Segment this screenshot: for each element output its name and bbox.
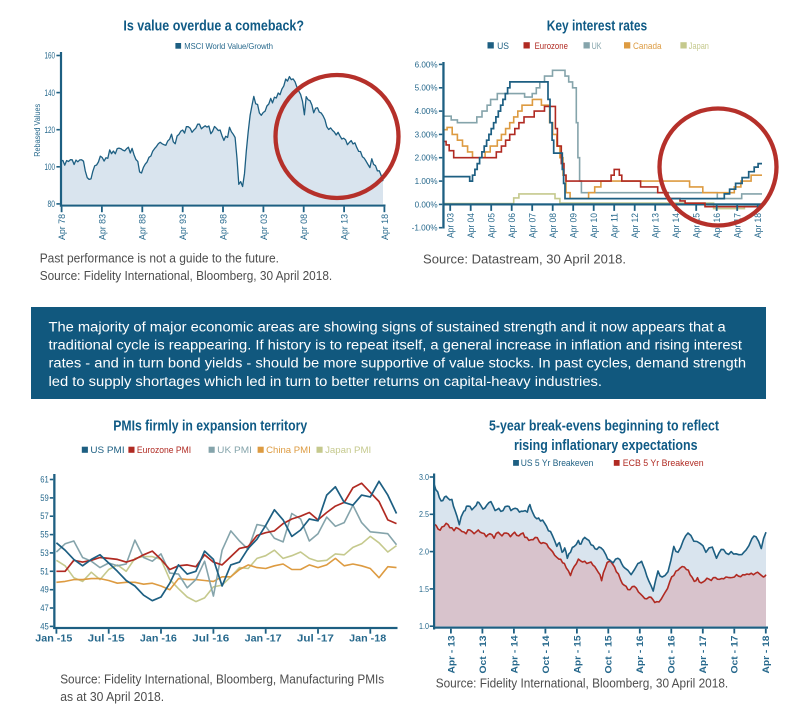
svg-text:Apr 06: Apr 06 <box>507 213 517 238</box>
svg-text:Apr 15: Apr 15 <box>691 213 701 238</box>
svg-text:Oct - 17: Oct - 17 <box>730 636 741 674</box>
svg-text:2.00%: 2.00% <box>415 153 439 163</box>
svg-text:4.00%: 4.00% <box>415 106 439 116</box>
svg-text:Apr 88: Apr 88 <box>138 214 148 240</box>
svg-text:80: 80 <box>48 199 56 209</box>
svg-text:UK PMI: UK PMI <box>217 445 252 456</box>
svg-text:Apr 12: Apr 12 <box>630 213 640 238</box>
svg-text:US: US <box>497 41 509 52</box>
svg-text:Apr 14: Apr 14 <box>671 213 681 238</box>
svg-text:-1.00%: -1.00% <box>412 223 439 233</box>
svg-text:traditional cycle is reappeari: traditional cycle is reappearing. If his… <box>49 338 743 354</box>
svg-text:PMIs firmly in expansion terri: PMIs firmly in expansion territory <box>113 419 307 435</box>
svg-text:Apr 98: Apr 98 <box>218 214 228 240</box>
svg-text:3.0: 3.0 <box>419 472 429 482</box>
svg-text:53: 53 <box>40 548 49 558</box>
svg-text:Jan -16: Jan -16 <box>140 634 177 645</box>
svg-text:Apr 18: Apr 18 <box>753 213 763 238</box>
svg-text:Is value overdue a comeback?: Is value overdue a comeback? <box>123 19 304 35</box>
svg-text:ECB 5 Yr Breakeven: ECB 5 Yr Breakeven <box>623 458 704 469</box>
svg-text:MSCI World Value/Growth: MSCI World Value/Growth <box>184 41 273 51</box>
svg-text:2.5: 2.5 <box>419 509 429 519</box>
svg-text:as at 30 April 2018.: as at 30 April 2018. <box>60 689 164 704</box>
svg-text:Apr 04: Apr 04 <box>466 213 476 238</box>
svg-text:Source: Fidelity International: Source: Fidelity International, Bloomber… <box>60 672 384 687</box>
svg-text:2.0: 2.0 <box>419 547 429 557</box>
svg-text:5.00%: 5.00% <box>415 83 439 93</box>
svg-text:120: 120 <box>45 125 56 135</box>
svg-text:led to supply shortages which: led to supply shortages which led in tur… <box>49 374 603 390</box>
svg-text:160: 160 <box>45 51 56 61</box>
svg-text:Apr 13: Apr 13 <box>650 213 660 238</box>
svg-text:Source: Fidelity International: Source: Fidelity International, Bloomber… <box>40 268 333 283</box>
svg-text:Apr 17: Apr 17 <box>732 213 742 238</box>
svg-text:0.00%: 0.00% <box>415 199 439 209</box>
svg-text:1.0: 1.0 <box>419 621 429 631</box>
svg-text:Apr 07: Apr 07 <box>527 213 537 238</box>
svg-text:Apr 11: Apr 11 <box>609 213 619 238</box>
svg-text:55: 55 <box>40 530 49 540</box>
svg-text:Japan: Japan <box>689 41 709 52</box>
svg-text:61: 61 <box>40 475 49 485</box>
svg-text:Apr - 15: Apr - 15 <box>572 635 583 674</box>
svg-text:UK: UK <box>592 41 602 52</box>
svg-text:Jan -18: Jan -18 <box>349 634 386 645</box>
svg-text:Apr - 16: Apr - 16 <box>635 636 646 674</box>
svg-text:Apr 13: Apr 13 <box>339 214 349 240</box>
svg-text:Apr 05: Apr 05 <box>486 213 496 238</box>
svg-text:5-year break-evens beginning t: 5-year break-evens beginning to reflect <box>489 419 719 435</box>
svg-text:Eurozone: Eurozone <box>535 41 568 52</box>
svg-text:Apr 03: Apr 03 <box>259 214 269 240</box>
svg-text:Jul -15: Jul -15 <box>88 634 126 645</box>
svg-text:Japan PMI: Japan PMI <box>325 445 371 456</box>
svg-text:US 5 Yr Breakeven: US 5 Yr Breakeven <box>521 458 594 469</box>
svg-text:47: 47 <box>40 603 49 613</box>
svg-text:US PMI: US PMI <box>90 445 124 456</box>
svg-text:Apr 10: Apr 10 <box>589 213 599 238</box>
svg-text:6.00%: 6.00% <box>415 59 439 69</box>
svg-text:140: 140 <box>45 88 56 98</box>
svg-text:Eurozone PMI: Eurozone PMI <box>137 445 191 456</box>
svg-text:Apr 08: Apr 08 <box>548 213 558 238</box>
svg-text:Oct - 16: Oct - 16 <box>667 636 678 674</box>
svg-text:3.00%: 3.00% <box>415 129 439 139</box>
svg-text:Apr 93: Apr 93 <box>178 214 188 240</box>
svg-text:1.00%: 1.00% <box>415 176 439 186</box>
svg-text:49: 49 <box>40 585 49 595</box>
svg-text:Oct - 14: Oct - 14 <box>541 635 552 674</box>
svg-text:1.5: 1.5 <box>419 584 429 594</box>
svg-text:Apr 08: Apr 08 <box>299 214 309 240</box>
svg-text:Apr - 18: Apr - 18 <box>761 636 772 674</box>
svg-text:59: 59 <box>40 493 49 503</box>
svg-text:Jul -16: Jul -16 <box>192 634 230 645</box>
svg-text:Rebased Values: Rebased Values <box>33 104 42 157</box>
svg-text:Source: Datastream, 30 April 2: Source: Datastream, 30 April 2018. <box>423 252 626 267</box>
svg-text:rates - and in turn bond yield: rates - and in turn bond yields - should… <box>49 356 747 372</box>
svg-text:57: 57 <box>40 511 49 521</box>
svg-text:Apr - 14: Apr - 14 <box>509 635 520 674</box>
svg-text:45: 45 <box>40 621 49 631</box>
svg-text:Apr 03: Apr 03 <box>445 213 455 238</box>
svg-text:51: 51 <box>40 566 49 576</box>
svg-text:Apr - 13: Apr - 13 <box>446 636 457 674</box>
svg-text:The majority of major economic: The majority of major economic areas are… <box>49 319 726 335</box>
svg-text:China PMI: China PMI <box>266 445 311 456</box>
svg-text:Key interest rates: Key interest rates <box>547 19 648 35</box>
svg-text:Oct - 15: Oct - 15 <box>604 635 615 674</box>
svg-text:Apr 09: Apr 09 <box>568 213 578 238</box>
svg-text:Oct - 13: Oct - 13 <box>478 636 489 674</box>
svg-text:Past performance is not a guid: Past performance is not a guide to the f… <box>40 251 279 266</box>
svg-text:Jul -17: Jul -17 <box>297 634 335 645</box>
svg-text:Apr 18: Apr 18 <box>380 214 390 240</box>
svg-text:Apr - 17: Apr - 17 <box>698 636 709 674</box>
svg-text:Apr 83: Apr 83 <box>97 214 107 240</box>
svg-text:Source: Fidelity International: Source: Fidelity International, Bloomber… <box>436 676 729 691</box>
svg-text:Apr 78: Apr 78 <box>57 214 67 240</box>
svg-text:rising inflationary expectatio: rising inflationary expectations <box>514 438 698 454</box>
svg-text:100: 100 <box>45 162 56 172</box>
svg-text:Jan -17: Jan -17 <box>245 634 282 645</box>
svg-text:Canada: Canada <box>633 41 662 52</box>
svg-text:Jan -15: Jan -15 <box>35 634 72 645</box>
